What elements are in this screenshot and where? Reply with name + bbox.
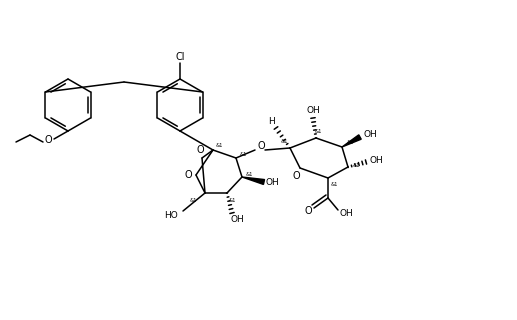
Text: O: O (184, 170, 192, 180)
Text: &1: &1 (215, 142, 223, 148)
Text: O: O (304, 206, 312, 216)
Text: &1: &1 (280, 139, 288, 143)
Text: &1: &1 (330, 181, 338, 187)
Text: OH: OH (230, 215, 244, 225)
Text: HO: HO (164, 211, 178, 220)
Text: OH: OH (339, 210, 353, 219)
Text: &1: &1 (228, 197, 236, 203)
Text: &1: &1 (314, 129, 322, 133)
Text: &1: &1 (239, 151, 247, 156)
Text: OH: OH (369, 156, 383, 164)
Text: O: O (257, 141, 265, 151)
Polygon shape (242, 177, 265, 184)
Text: O: O (292, 171, 300, 181)
Polygon shape (342, 135, 361, 147)
Text: O: O (44, 135, 52, 145)
Text: OH: OH (265, 178, 279, 187)
Text: OH: OH (363, 130, 377, 139)
Text: H: H (269, 116, 276, 125)
Text: Cl: Cl (175, 52, 185, 62)
Text: &1: &1 (352, 163, 360, 167)
Text: &1: &1 (245, 172, 253, 177)
Text: O: O (196, 145, 204, 155)
Text: &1: &1 (189, 197, 197, 203)
Text: OH: OH (306, 106, 320, 115)
Text: &1: &1 (346, 140, 354, 145)
